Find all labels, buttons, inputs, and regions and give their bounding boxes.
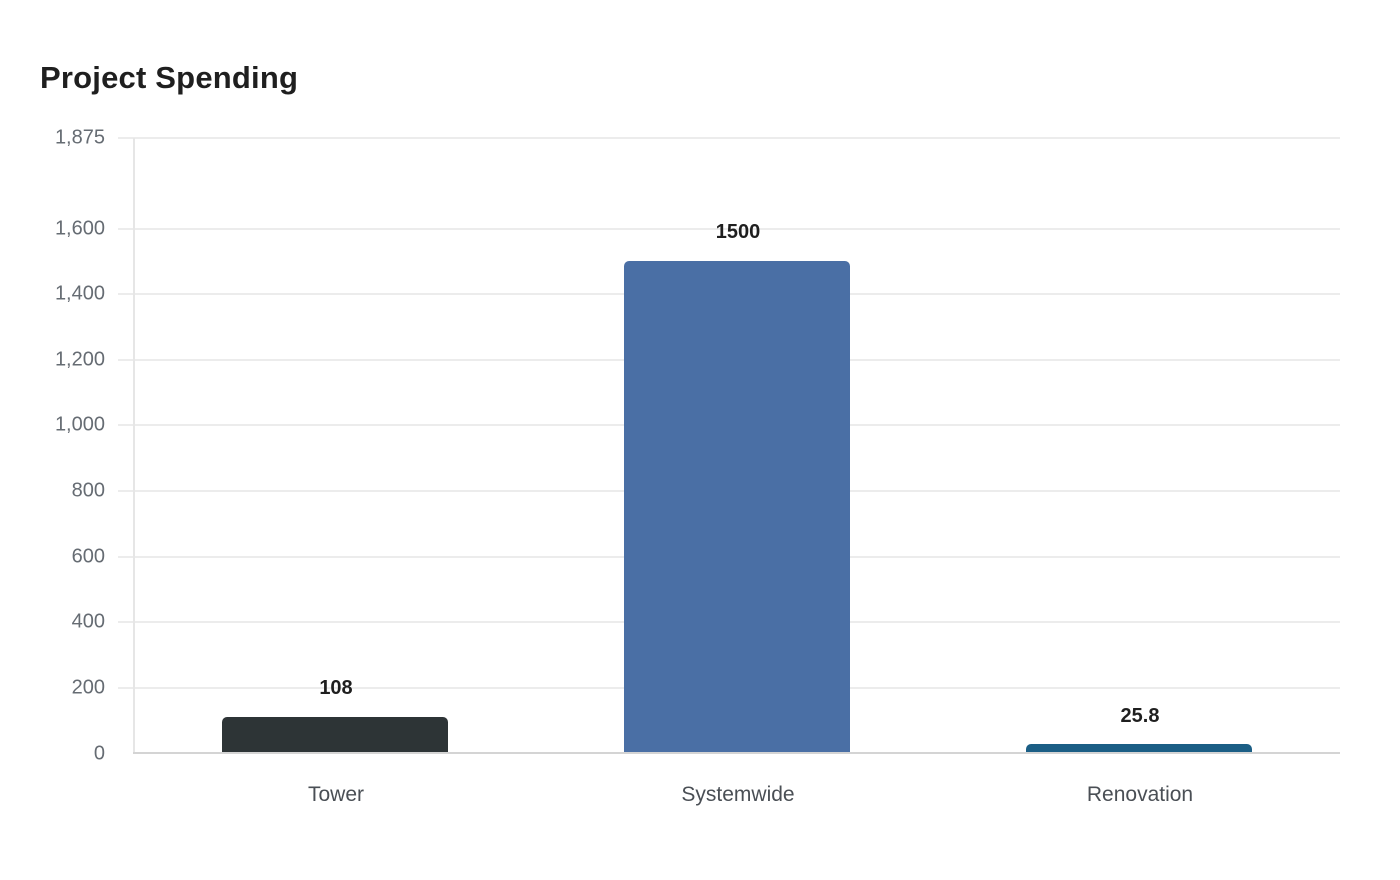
y-tick-label: 1,000 [54, 413, 105, 436]
y-tick-label: 1,600 [54, 217, 105, 240]
chart-title: Project Spending [40, 60, 299, 95]
gridline-1600 [118, 228, 1340, 230]
x-tick-label-tower: Tower [307, 783, 365, 806]
y-tick-label: 600 [71, 545, 105, 568]
x-tick-label-renovation: Renovation [1086, 783, 1194, 806]
y-tick-label: 1,875 [54, 126, 105, 149]
bar-systemwide[interactable] [624, 261, 850, 753]
bar-value-label-systemwide: 1500 [715, 221, 761, 243]
y-tick-label: 0 [93, 742, 105, 765]
gridline-1875 [118, 137, 1340, 139]
y-tick-label: 1,400 [54, 282, 105, 305]
bar-renovation[interactable] [1026, 744, 1252, 753]
y-tick-label: 800 [71, 479, 105, 502]
x-axis-line [133, 752, 1340, 754]
y-axis-line [133, 138, 135, 754]
x-tick-label-systemwide: Systemwide [681, 783, 795, 806]
bar-tower[interactable] [222, 717, 448, 753]
y-tick-label: 1,200 [54, 348, 105, 371]
y-tick-label: 400 [71, 610, 105, 633]
bar-value-label-tower: 108 [319, 677, 353, 699]
y-tick-label: 200 [71, 676, 105, 699]
bar-value-label-renovation: 25.8 [1120, 705, 1160, 727]
